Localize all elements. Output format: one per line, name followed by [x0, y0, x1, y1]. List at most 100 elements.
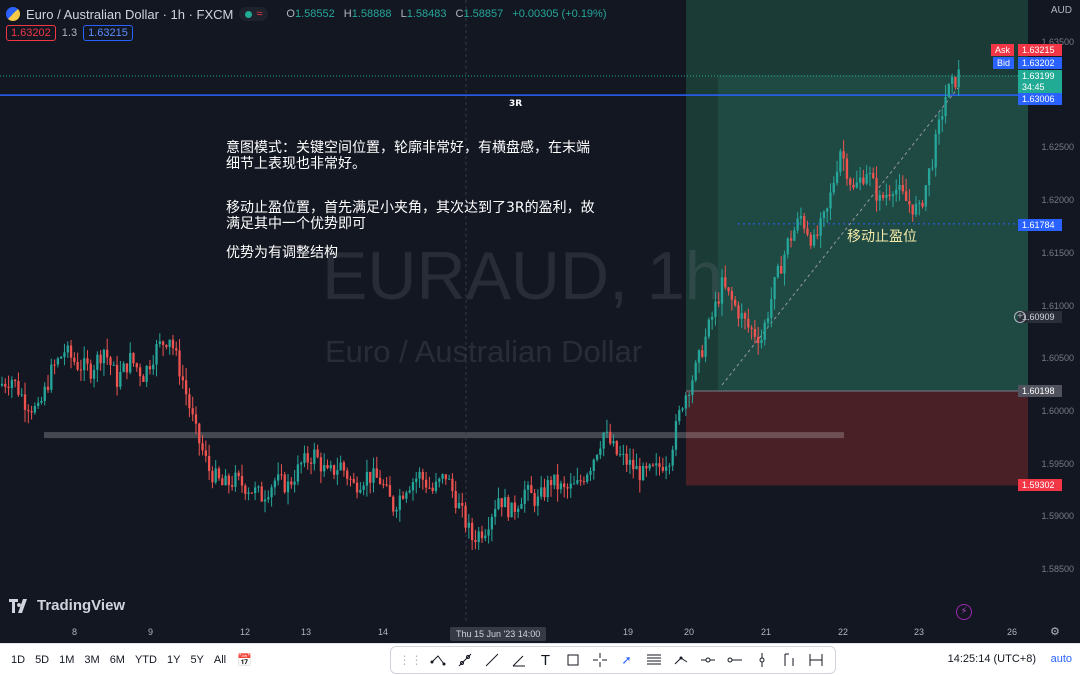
lightning-icon[interactable]: ⚡ [956, 604, 972, 620]
candle-body [346, 470, 349, 479]
bottom-toolbar: 1D 5D 1M 3M 6M YTD 1Y 5Y All 📅 ⋮⋮ T ➚ 14… [0, 643, 1080, 675]
timeframe-5d[interactable]: 5D [35, 653, 50, 666]
price-range-svg [784, 653, 793, 666]
price-axis-label: 1.59500 [1041, 458, 1074, 469]
timeframe-1d[interactable]: 1D [11, 653, 26, 666]
annotation-line-2[interactable]: 细节上表现也非常好。 [226, 156, 366, 172]
candle-body [79, 369, 83, 371]
candle-body [543, 487, 546, 498]
wave-icon: ≈ [256, 8, 263, 20]
timeframe-1m[interactable]: 1M [59, 653, 75, 666]
angle-tool-icon[interactable] [508, 649, 530, 671]
horizontal-line-tool-icon[interactable] [724, 649, 746, 671]
price-chart[interactable] [0, 0, 1080, 643]
chart-area[interactable]: Euro / Australian Dollar · 1h · FXCM ≈ O… [0, 0, 1080, 643]
candle-body [319, 457, 323, 472]
candle-body [668, 465, 671, 467]
candle-body [201, 443, 204, 451]
symbol-legend: Euro / Australian Dollar · 1h · FXCM ≈ O… [6, 5, 613, 23]
horizontal-ray-tool-icon[interactable] [697, 649, 719, 671]
candle-body [793, 230, 796, 241]
open-value: 1.58552 [294, 8, 335, 20]
candle-body [359, 489, 362, 493]
candle-body [803, 216, 806, 229]
candle-body [566, 487, 569, 489]
timeframe-5y[interactable]: 5Y [190, 653, 204, 666]
candle-body [230, 485, 234, 487]
candle-body [569, 483, 572, 489]
candle-body [497, 498, 500, 510]
annotation-line-1[interactable]: 意图模式：关键空间位置，轮廓非常好，有横盘感，在末端 [226, 140, 590, 156]
auto-scale-toggle[interactable]: auto [1050, 653, 1072, 665]
trailing-stop-label[interactable]: 移动止盈位 [847, 229, 917, 245]
timeframe-3m[interactable]: 3M [84, 653, 100, 666]
candle-body [470, 522, 474, 541]
candle-body [152, 364, 155, 370]
candle-body [415, 478, 418, 483]
candle-body [484, 535, 487, 539]
symbol-title[interactable]: Euro / Australian Dollar · 1h · FXCM [26, 6, 234, 22]
candle-body [760, 339, 763, 344]
annotation-line-5[interactable]: 优势为有调整结构 [226, 245, 338, 261]
date-range-tool-icon[interactable] [805, 649, 827, 671]
tradingview-logo[interactable]: TradingView [9, 597, 125, 614]
target-price-tag: 1.63006 [1018, 93, 1062, 105]
cursor-tool-icon[interactable]: ➚ [621, 653, 632, 667]
date-range-svg [809, 654, 822, 666]
vertical-line-tool-icon[interactable] [751, 649, 773, 671]
candle-body [503, 497, 507, 508]
time-label: 13 [301, 627, 312, 637]
candle-body [924, 185, 927, 207]
path-tool-icon[interactable] [670, 649, 692, 671]
candle-body [914, 203, 918, 215]
market-status-icon[interactable]: ≈ [239, 7, 269, 21]
candle-body [106, 349, 109, 358]
trend-line-tool-icon[interactable] [481, 649, 503, 671]
candle-body [332, 465, 336, 475]
candle-body [799, 216, 803, 219]
candle-body [829, 192, 832, 209]
annotation-line-3[interactable]: 移动止盈位置，首先满足小夹角，其次达到了3R的盈利，故 [226, 200, 595, 216]
timeframe-ytd[interactable]: YTD [134, 653, 157, 666]
clock-timezone[interactable]: 14:25:14 (UTC+8) [947, 653, 1036, 665]
timeframe-6m[interactable]: 6M [109, 653, 125, 666]
candle-body [326, 465, 329, 469]
candle-body [385, 484, 388, 486]
rectangle-tool-icon[interactable] [562, 649, 584, 671]
ask-price-tag: 1.63215 [1018, 44, 1062, 56]
candle-body [329, 465, 332, 469]
candle-body [763, 322, 766, 340]
annotation-line-4[interactable]: 满足其中一个优势即可 [226, 216, 366, 232]
ray-tool-icon[interactable] [454, 649, 476, 671]
date-range-calendar-icon[interactable]: 📅 [237, 652, 253, 667]
candle-body [691, 380, 694, 395]
crosshair-tool-icon[interactable] [589, 649, 611, 671]
text-tool-icon[interactable]: T [540, 651, 551, 669]
candle-body [904, 191, 908, 201]
candle-body [865, 174, 868, 184]
candle-body [875, 178, 878, 201]
drag-handle-icon[interactable]: ⋮⋮ [398, 653, 423, 667]
currency-label[interactable]: AUD [1050, 5, 1072, 16]
price-range-tool-icon[interactable] [778, 649, 800, 671]
timeframe-all[interactable]: All [213, 653, 227, 666]
timeframe-1y[interactable]: 1Y [166, 653, 181, 666]
candle-body [927, 168, 931, 186]
candle-body [129, 352, 132, 373]
stop-price-tag: 1.59302 [1018, 479, 1062, 491]
add-alert-icon[interactable]: + [1014, 311, 1026, 323]
buy-button[interactable]: 1.63215 [83, 25, 133, 41]
trend-angle-tool-icon[interactable] [427, 649, 449, 671]
rr-3r-label[interactable]: 3R [509, 99, 523, 109]
sell-button[interactable]: 1.63202 [6, 25, 56, 41]
candle-body [513, 502, 517, 512]
candle-body [273, 480, 277, 488]
time-axis[interactable]: 8 9 12 13 14 Thu 15 Jun '23 14:00 19 20 … [0, 624, 1060, 642]
candle-body [941, 116, 944, 120]
candle-body [454, 491, 457, 509]
fib-tool-icon[interactable] [643, 649, 665, 671]
price-axis-label: 1.58500 [1041, 564, 1074, 574]
settings-gear-icon[interactable]: ⚙ [1050, 626, 1060, 638]
candle-body [855, 182, 858, 188]
candle-body [181, 376, 184, 381]
